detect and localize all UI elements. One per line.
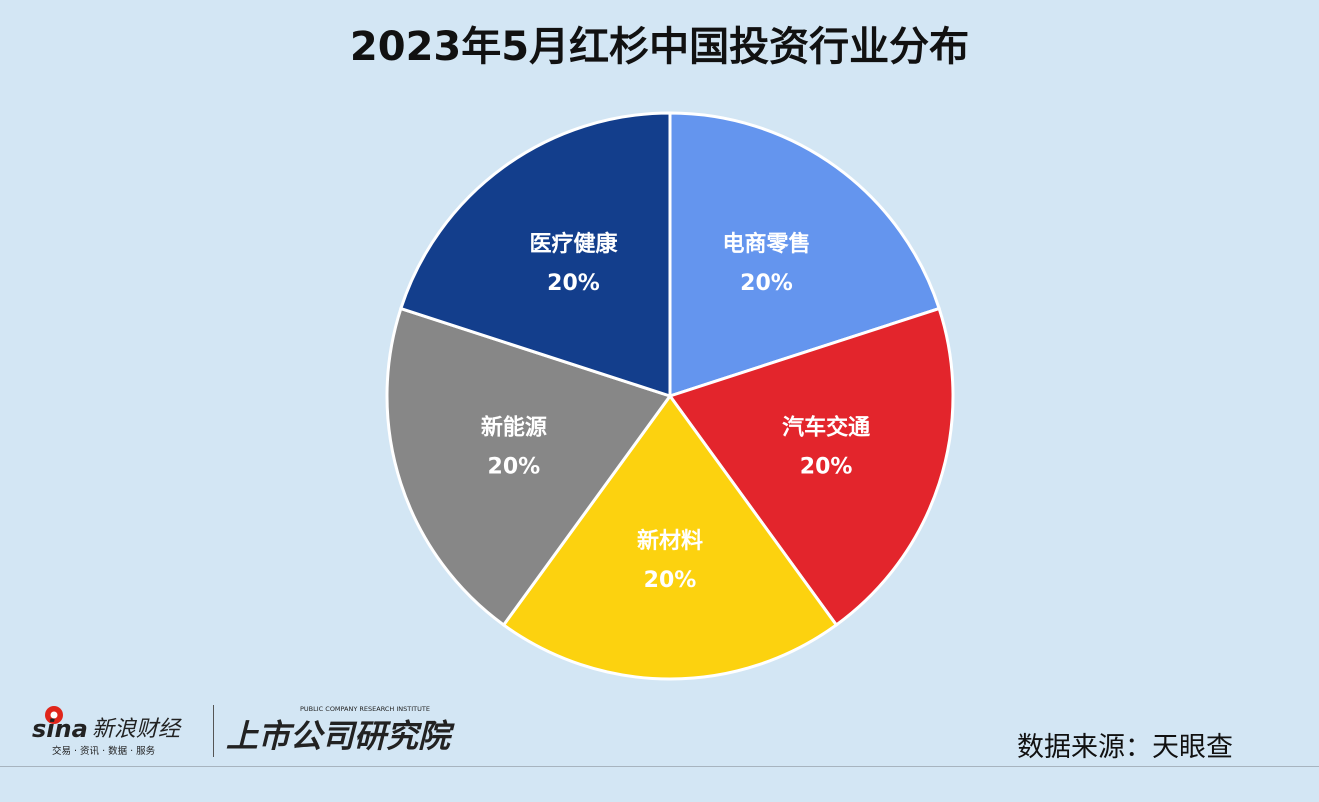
footer-divider <box>213 705 214 757</box>
slice-category-label: 汽车交通 <box>782 415 870 441</box>
sina-logo: sina 新浪财经 交易 · 资讯 · 数据 · 服务 <box>32 706 182 757</box>
sina-tagline: 交易 · 资讯 · 数据 · 服务 <box>52 745 156 757</box>
slice-value-label: 20% <box>800 455 853 480</box>
institute-name: 上市公司研究院 <box>226 717 455 755</box>
slice-category-label: 新材料 <box>637 528 703 554</box>
data-source: 数据来源：天眼查 <box>1017 732 1233 763</box>
institute-english: PUBLIC COMPANY RESEARCH INSTITUTE <box>300 705 430 713</box>
pie-slice <box>385 306 673 628</box>
slice-category-label: 电商零售 <box>722 231 810 257</box>
pie-slice <box>501 393 839 681</box>
slice-value-label: 20% <box>644 568 697 593</box>
slice-value-label: 20% <box>488 455 541 480</box>
sina-name: 新浪财经 <box>92 717 182 742</box>
pie-slice <box>668 111 942 399</box>
slice-category-label: 医疗健康 <box>530 231 619 257</box>
sina-wordmark: sina <box>32 715 88 743</box>
slice-value-label: 20% <box>740 271 793 296</box>
pie-slice <box>398 111 672 399</box>
slice-category-label: 新能源 <box>481 415 547 441</box>
institute-logo: PUBLIC COMPANY RESEARCH INSTITUTE 上市公司研究… <box>226 705 455 755</box>
pie-slice <box>667 306 955 628</box>
footer-logos: sina 新浪财经 交易 · 资讯 · 数据 · 服务 PUBLIC COMPA… <box>32 705 455 757</box>
slice-value-label: 20% <box>547 271 600 296</box>
chart-title: 2023年5月红杉中国投资行业分布 <box>349 24 970 70</box>
bottom-rule <box>0 766 1319 767</box>
